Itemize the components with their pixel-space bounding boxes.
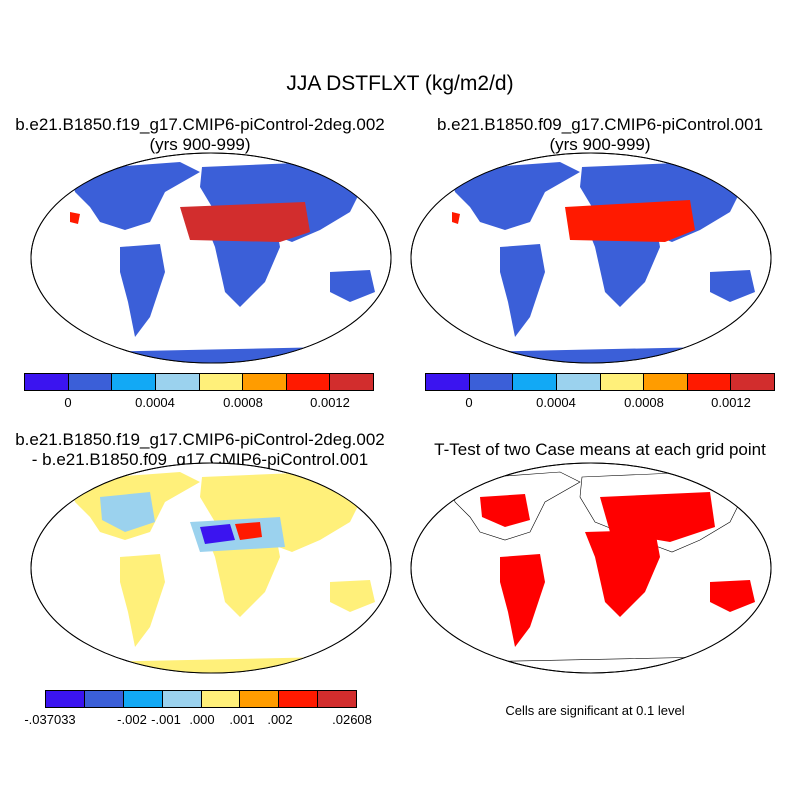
- panel-2-title-line1: b.e21.B1850.f09_g17.CMIP6-piControl.001: [436, 115, 764, 134]
- colorbar-diff-seg: [123, 691, 163, 707]
- panel-1-title-line2: (yrs 900-999): [149, 135, 251, 154]
- panel-2-map: [410, 152, 772, 364]
- colorbar-case1-seg: [25, 374, 69, 390]
- colorbar-case2-seg: [426, 374, 470, 390]
- colorbar-case1-tick: 0: [64, 395, 72, 410]
- colorbar-case2-tick: 0.0004: [536, 395, 576, 410]
- colorbar-case2-seg: [731, 374, 774, 390]
- colorbar-case1-seg: [112, 374, 156, 390]
- colorbar-case2-seg: [687, 374, 732, 390]
- panel-3-title-line1: b.e21.B1850.f19_g17.CMIP6-piControl-2deg…: [15, 430, 385, 449]
- panel-4-map: [410, 462, 772, 674]
- colorbar-diff-seg: [84, 691, 124, 707]
- colorbar-diff-tick: .02608: [332, 712, 372, 727]
- panel-4-title: T-Test of two Case means at each grid po…: [400, 440, 800, 460]
- colorbar-case1-seg: [286, 374, 331, 390]
- colorbar-diff-tick: -.037033: [24, 712, 76, 727]
- colorbar-diff-tick: .002: [267, 712, 293, 727]
- colorbar-diff: [45, 690, 357, 708]
- panel-2-land: [450, 162, 755, 363]
- colorbar-diff-seg: [318, 691, 356, 707]
- main-title: JJA DSTFLXT (kg/m2/d): [286, 72, 514, 95]
- colorbar-diff-tick: .000: [189, 712, 215, 727]
- colorbar-diff-tick: -.002: [117, 712, 147, 727]
- panel-2-title-line2: (yrs 900-999): [549, 135, 651, 154]
- colorbar-case1-seg: [68, 374, 113, 390]
- significance-note: Cells are significant at 0.1 level: [505, 703, 685, 718]
- colorbar-diff-seg: [201, 691, 241, 707]
- colorbar-diff-seg: [162, 691, 202, 707]
- colorbar-case2-seg: [600, 374, 645, 390]
- colorbar-case2-seg: [513, 374, 557, 390]
- panel-1-map: [30, 152, 392, 364]
- colorbar-case1-seg: [243, 374, 287, 390]
- colorbar-case1-seg: [330, 374, 373, 390]
- panel-3-map: [30, 462, 392, 674]
- colorbar-case2-seg: [556, 374, 601, 390]
- colorbar-case2-tick: 0.0012: [711, 395, 751, 410]
- colorbar-diff-seg: [46, 691, 85, 707]
- panel-1-title: b.e21.B1850.f19_g17.CMIP6-piControl-2deg…: [0, 115, 400, 155]
- colorbar-case2-tick: 0: [465, 395, 473, 410]
- colorbar-case2-seg: [469, 374, 514, 390]
- colorbar-case1-tick: 0.0004: [135, 395, 175, 410]
- panel-1-title-line1: b.e21.B1850.f19_g17.CMIP6-piControl-2deg…: [15, 115, 385, 134]
- colorbar-diff-seg: [240, 691, 280, 707]
- colorbar-case2: [425, 373, 775, 391]
- colorbar-case1-tick: 0.0012: [310, 395, 350, 410]
- panel-4-title-line1: T-Test of two Case means at each grid po…: [434, 440, 766, 459]
- colorbar-case2-tick: 0.0008: [624, 395, 664, 410]
- panel-3-land: [70, 472, 375, 673]
- colorbar-case1: [24, 373, 374, 391]
- colorbar-case1-seg: [199, 374, 244, 390]
- panel-4-land: [449, 471, 755, 673]
- colorbar-case1-tick: 0.0008: [223, 395, 263, 410]
- colorbar-case1-seg: [155, 374, 200, 390]
- panel-3-title: b.e21.B1850.f19_g17.CMIP6-piControl-2deg…: [0, 430, 400, 470]
- panel-2-title: b.e21.B1850.f09_g17.CMIP6-piControl.001 …: [400, 115, 800, 155]
- colorbar-diff-seg: [279, 691, 319, 707]
- colorbar-case2-seg: [644, 374, 688, 390]
- colorbar-diff-tick: .001: [229, 712, 255, 727]
- colorbar-diff-tick: -.001: [151, 712, 181, 727]
- panel-3-title-line2: - b.e21.B1850.f09_g17.CMIP6-piControl.00…: [31, 450, 369, 469]
